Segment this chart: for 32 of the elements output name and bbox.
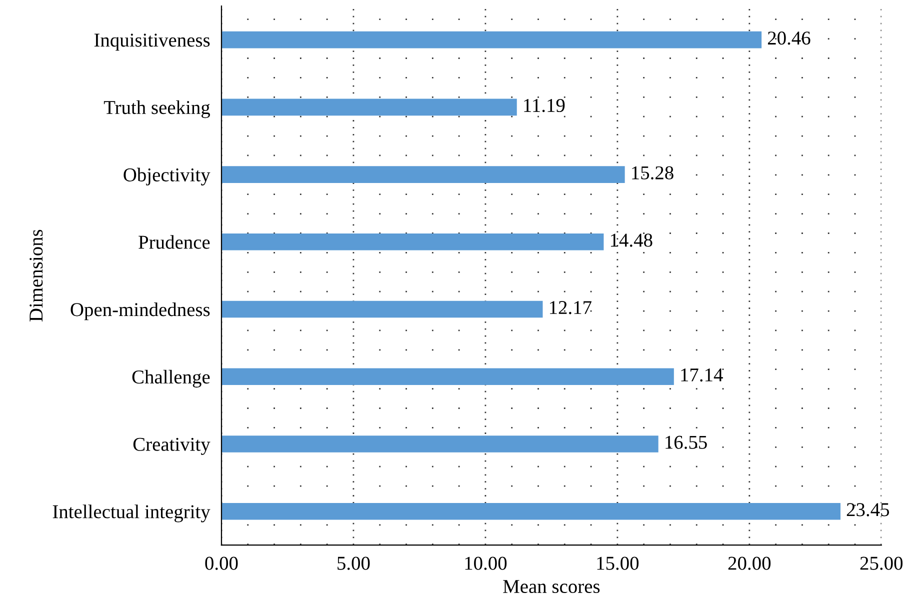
y-tick-label: Open-mindedness [70,302,210,320]
y-tick-label: Challenge [132,370,210,388]
x-tick-label: 0.00 [205,556,238,570]
bar [221,166,625,183]
bar [221,436,658,452]
data-label: 14.48 [610,234,652,247]
data-label: 23.45 [846,503,890,516]
x-tick-label: 15.00 [597,556,639,570]
y-axis-title: Dimensions [30,230,43,322]
x-axis-title: Mean scores [503,580,600,594]
y-tick-label: Truth seeking [104,100,210,118]
y-tick-label: Intellectual integrity [52,504,210,522]
data-label: 20.46 [768,32,810,45]
data-label: 17.14 [681,368,723,382]
y-tick-label: Prudence [138,235,210,249]
bar [221,233,604,250]
y-tick-label: Creativity [133,438,210,455]
data-label: 15.28 [632,166,674,180]
data-label: 16.55 [666,436,707,449]
bar [221,98,517,116]
bar [221,31,762,48]
x-tick-label: 20.00 [728,556,771,570]
y-tick-label: Inquisitiveness [94,34,210,51]
x-tick-label: 25.00 [860,556,903,570]
y-tick-label: Objectivity [124,168,210,186]
bar [221,502,840,520]
bar [221,300,543,318]
x-tick-label: 10.00 [465,556,507,570]
x-tick-label: 5.00 [338,556,370,570]
bar [221,368,674,386]
data-label: 12.17 [550,301,592,314]
data-label: 11.19 [524,98,565,112]
